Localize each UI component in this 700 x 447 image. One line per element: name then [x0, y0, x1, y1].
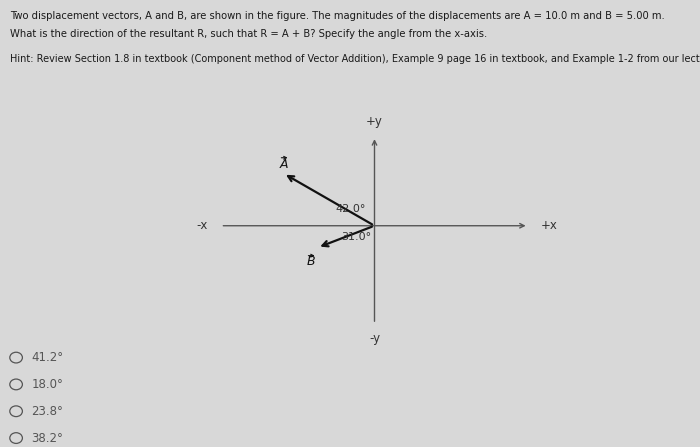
- Text: 18.0°: 18.0°: [32, 378, 64, 391]
- Text: 23.8°: 23.8°: [32, 405, 64, 418]
- Text: +y: +y: [366, 115, 383, 128]
- Text: 31.0°: 31.0°: [341, 232, 371, 242]
- Text: B: B: [306, 255, 315, 268]
- Text: Hint: Review Section 1.8 in textbook (Component method of Vector Addition), Exam: Hint: Review Section 1.8 in textbook (Co…: [10, 54, 700, 63]
- Text: Two displacement vectors, A and B, are shown in the figure. The magnitudes of th: Two displacement vectors, A and B, are s…: [10, 11, 665, 21]
- Text: A: A: [279, 157, 288, 170]
- Text: +x: +x: [541, 219, 558, 232]
- Text: 42.0°: 42.0°: [335, 203, 366, 214]
- Text: -y: -y: [369, 332, 380, 345]
- Text: What is the direction of the resultant R, such that R = A + B? Specify the angle: What is the direction of the resultant R…: [10, 29, 488, 39]
- Text: 38.2°: 38.2°: [32, 431, 64, 445]
- Text: 41.2°: 41.2°: [32, 351, 64, 364]
- Text: -x: -x: [197, 219, 208, 232]
